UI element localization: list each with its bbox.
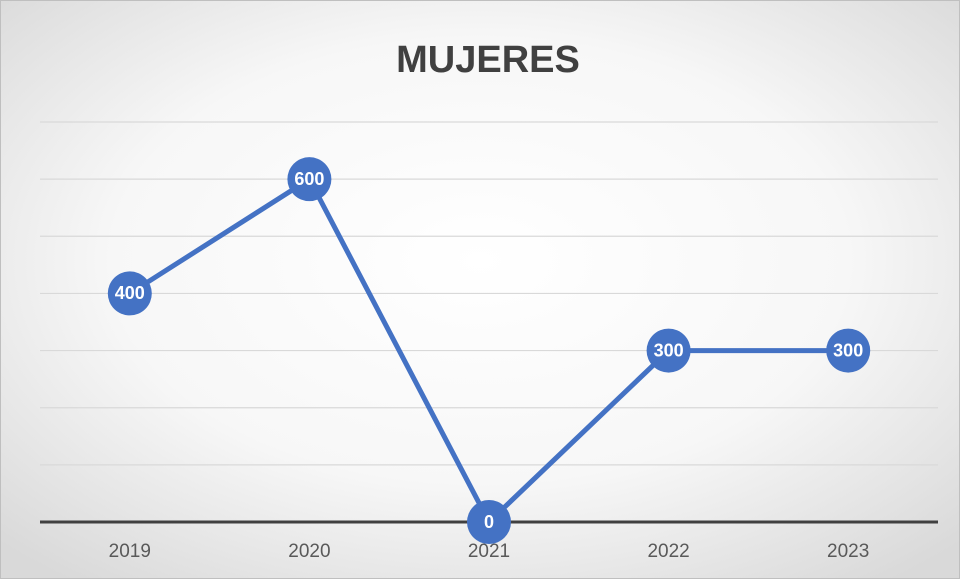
- chart-title: MUJERES: [396, 39, 580, 81]
- data-label: 300: [833, 340, 863, 360]
- x-tick-label: 2019: [109, 541, 151, 562]
- data-label: 300: [654, 340, 684, 360]
- x-tick-label: 2022: [647, 541, 689, 562]
- data-label: 400: [115, 283, 145, 303]
- data-label: 0: [484, 512, 494, 532]
- x-tick-label: 2020: [288, 541, 330, 562]
- data-point: [467, 500, 511, 544]
- x-tick-label: 2021: [468, 541, 510, 562]
- data-label: 600: [294, 169, 324, 189]
- data-point: [826, 328, 871, 373]
- data-point: [287, 157, 332, 202]
- data-point: [646, 328, 691, 373]
- x-tick-label: 2023: [827, 541, 869, 562]
- data-point: [107, 271, 152, 316]
